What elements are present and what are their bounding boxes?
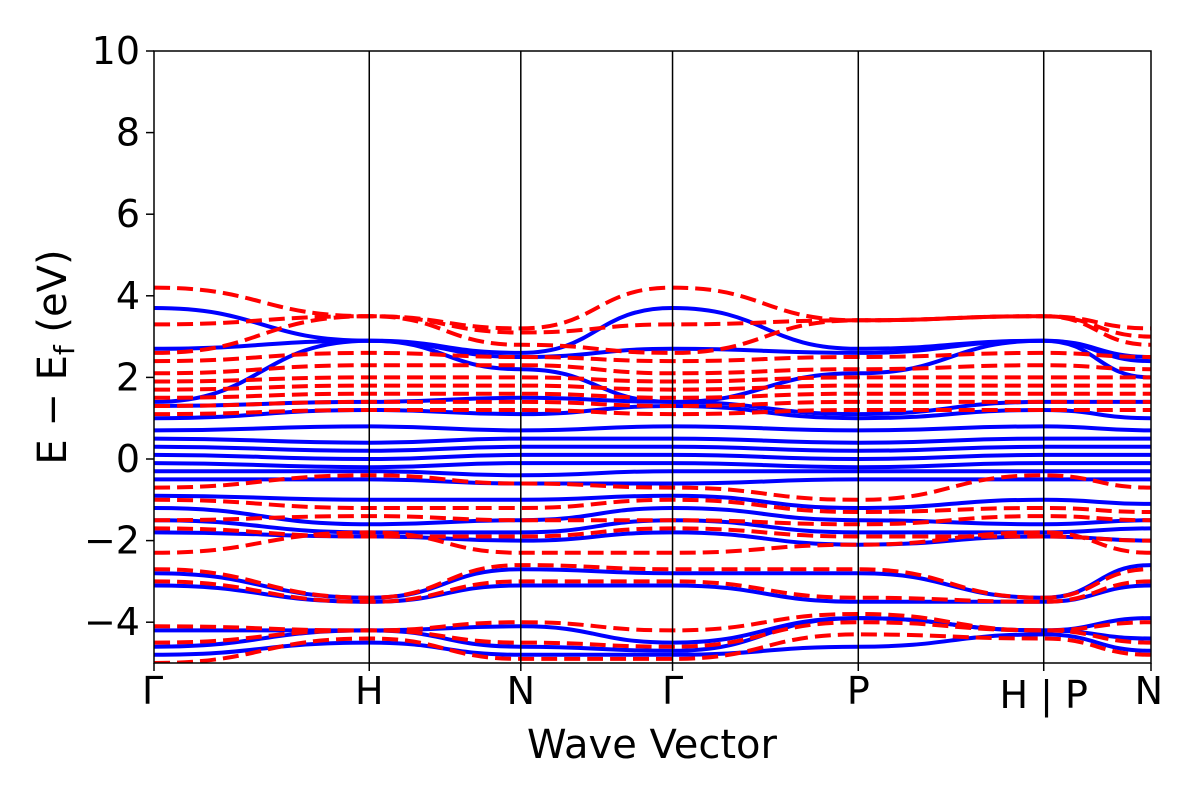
- y-axis-title-subscript: f: [48, 344, 81, 355]
- x-tick-label: N: [507, 669, 535, 713]
- y-axis-title-main: E − E: [30, 355, 76, 465]
- x-tick-label: Γ: [662, 669, 683, 713]
- y-tick-label: 10: [92, 29, 140, 73]
- kpoint-lines-layer: [368, 51, 1045, 663]
- x-axis-title: Wave Vector: [527, 722, 778, 768]
- x-tick-label: H | P: [999, 673, 1087, 718]
- x-tick-label: H: [355, 669, 384, 713]
- y-axis-title-unit: (eV): [30, 249, 76, 345]
- dashed-band-line: [154, 632, 1151, 663]
- x-axis: Γ H N Γ P H | P N: [142, 663, 1163, 718]
- plot-frame: [153, 50, 1152, 664]
- x-tick-label: Γ: [142, 669, 163, 713]
- plot-background: [154, 51, 1151, 663]
- y-axis: −4 −2 0 2 4 6 8 10: [84, 29, 154, 644]
- y-tick-label: 4: [116, 274, 140, 318]
- y-tick-label: −4: [84, 600, 140, 644]
- y-axis-title: E − Ef (eV): [30, 249, 81, 464]
- y-tick-label: 2: [116, 355, 140, 399]
- dashed-band-line: [154, 563, 1151, 600]
- dashed-band-line: [154, 314, 1151, 355]
- y-tick-label: 6: [116, 192, 140, 236]
- y-tick-label: −2: [84, 519, 140, 563]
- x-tick-label: N: [1135, 669, 1163, 713]
- y-tick-label: 8: [116, 111, 140, 155]
- x-tick-label: P: [847, 669, 870, 713]
- y-tick-label: 0: [116, 437, 140, 481]
